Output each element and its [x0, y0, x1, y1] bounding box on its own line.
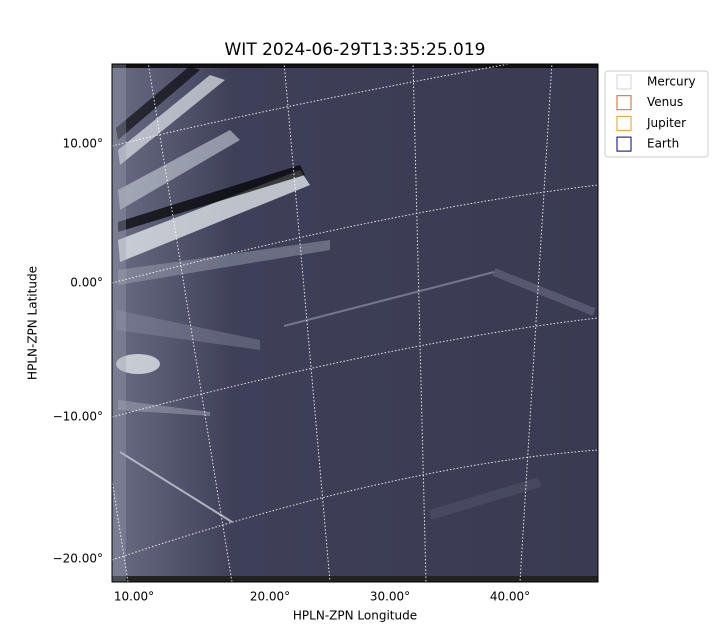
x-axis-label: HPLN-ZPN Longitude: [293, 609, 417, 623]
y-tick-label: 0.00°: [70, 276, 103, 290]
y-tick-label: −20.00°: [53, 552, 103, 566]
legend-swatch: [616, 95, 632, 111]
legend-swatch: [616, 115, 632, 131]
y-tick-label: −10.00°: [53, 410, 103, 424]
chart-title: WIT 2024-06-29T13:35:25.019: [225, 40, 486, 60]
y-tick-label: 10.00°: [63, 137, 103, 151]
legend-frame: [604, 70, 709, 158]
coordinate-grid: [111, 61, 599, 583]
image: [112, 64, 598, 582]
x-tick-label: 40.00°: [490, 590, 530, 604]
legend: Mercury Venus Jupiter Earth: [604, 70, 709, 158]
legend-label: Earth: [647, 137, 679, 151]
x-tick-label: 10.00°: [114, 590, 154, 604]
y-axis-label: HPLN-ZPN Latitude: [26, 266, 40, 380]
legend-swatch: [616, 136, 632, 152]
x-tick-label: 20.00°: [250, 590, 290, 604]
legend-label: Mercury: [647, 75, 696, 89]
legend-label: Jupiter: [646, 116, 686, 130]
plot-frame: [111, 63, 599, 583]
legend-swatch: [616, 74, 632, 90]
x-tick-label: 30.00°: [370, 590, 410, 604]
legend-label: Venus: [647, 95, 683, 109]
